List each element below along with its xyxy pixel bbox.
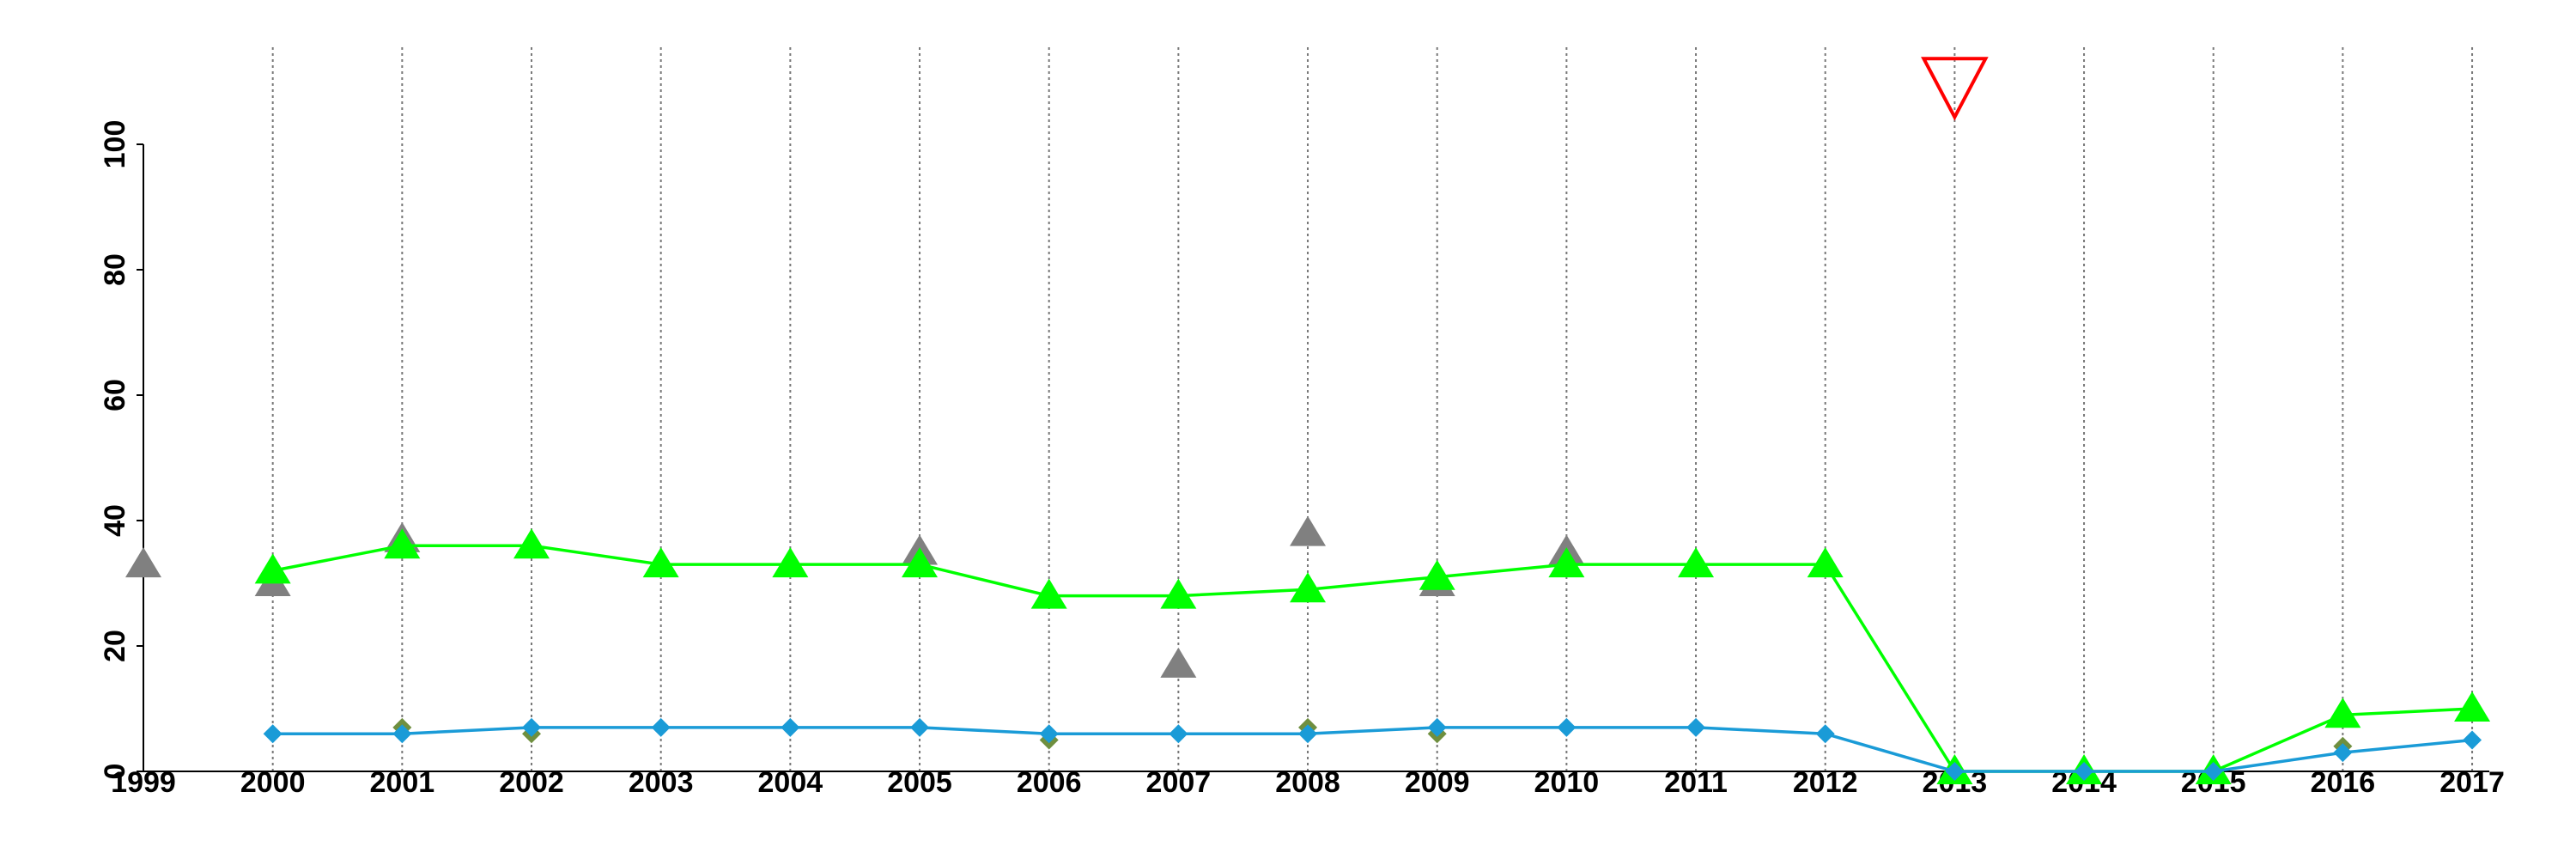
x-tick-label-2009: 2009	[1405, 766, 1470, 799]
series-0-point-2012	[1807, 547, 1844, 578]
series-1-point-2001	[392, 724, 412, 744]
y-tick-label-20: 20	[99, 630, 131, 662]
annotation-marker-0	[1921, 57, 1989, 121]
x-tick-label-2001: 2001	[370, 766, 435, 799]
series-1-point-2003	[651, 717, 671, 737]
series-2-point-2007	[1160, 647, 1197, 678]
series-1-point-2008	[1298, 724, 1318, 744]
y-tick-label-40: 40	[99, 504, 131, 537]
series-0	[254, 528, 2491, 784]
series-0-point-2016	[2324, 698, 2361, 728]
series-1	[263, 717, 2482, 781]
series-1-point-2017	[2463, 730, 2482, 750]
series-1-line	[272, 726, 2473, 773]
series-0-point-2017	[2454, 691, 2491, 722]
series-1-point-2016	[2333, 743, 2353, 763]
series-0-point-2001	[384, 528, 421, 559]
x-tick-label-2000: 2000	[240, 766, 306, 799]
series-0-point-2006	[1030, 578, 1067, 609]
series-2-point-2008	[1290, 515, 1327, 546]
series-1-point-2002	[522, 717, 542, 737]
x-tick-label-2004: 2004	[758, 766, 823, 799]
series-1-point-2012	[1815, 724, 1835, 744]
series-2	[125, 515, 1585, 678]
series-0-point-2004	[772, 547, 809, 578]
x-tick-label-2016: 2016	[2311, 766, 2376, 799]
x-tick-label-2008: 2008	[1275, 766, 1340, 799]
series-0-point-2009	[1419, 559, 1455, 590]
x-tick-label-2011: 2011	[1664, 766, 1728, 799]
series-1-point-2011	[1686, 717, 1706, 737]
x-tick-label-1999: 1999	[111, 766, 176, 799]
x-tick-label-2003: 2003	[629, 766, 694, 799]
series-0-point-2010	[1548, 547, 1585, 578]
series-0-point-2003	[642, 547, 679, 578]
series-0-point-2002	[513, 528, 550, 559]
series-1-point-2007	[1169, 724, 1188, 744]
series-1-point-2005	[910, 717, 930, 737]
x-tick-label-2002: 2002	[499, 766, 564, 799]
x-tick-label-2005: 2005	[887, 766, 952, 799]
y-tick-label-60: 60	[99, 379, 131, 411]
series-0-line	[272, 544, 2473, 773]
series-0-point-2008	[1290, 572, 1327, 603]
series-2-point-1999	[125, 547, 161, 578]
series-0-point-2007	[1160, 578, 1197, 609]
x-tick-label-2010: 2010	[1534, 766, 1600, 799]
series-1-point-2010	[1557, 717, 1577, 737]
series-1-point-2000	[263, 724, 283, 744]
series-1-point-2009	[1427, 717, 1447, 737]
y-tick-label-100: 100	[99, 120, 131, 169]
x-tick-label-2006: 2006	[1017, 766, 1082, 799]
series-1-point-2013	[1945, 762, 1965, 781]
x-tick-label-2017: 2017	[2439, 766, 2505, 799]
series-0-point-2005	[902, 547, 939, 578]
x-tick-label-2007: 2007	[1146, 766, 1212, 799]
series-1-point-2004	[781, 717, 800, 737]
y-tick-label-80: 80	[99, 253, 131, 286]
grid-lines	[271, 47, 2474, 771]
series-1-point-2015	[2203, 762, 2223, 781]
series-3	[392, 717, 2353, 756]
x-tick-label-2012: 2012	[1793, 766, 1858, 799]
series-1-point-2014	[2075, 762, 2094, 781]
series-1-point-2006	[1039, 724, 1059, 744]
y-tick-label-0: 0	[99, 764, 131, 780]
series-0-point-2000	[254, 553, 291, 584]
series-0-point-2011	[1678, 547, 1715, 578]
